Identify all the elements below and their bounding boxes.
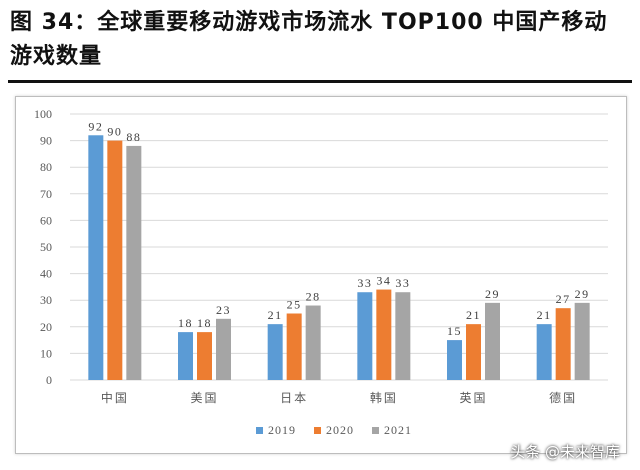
legend-swatch-2020 <box>314 427 321 434</box>
y-tick-label: 100 <box>34 107 52 121</box>
data-label: 29 <box>485 287 500 301</box>
x-tick-label: 日本 <box>280 391 308 405</box>
x-tick-label: 中国 <box>101 390 129 405</box>
bar-2020 <box>107 140 123 380</box>
x-tick-label: 美国 <box>190 391 218 405</box>
bar-2021 <box>305 305 321 380</box>
bar-2020 <box>286 313 302 380</box>
y-axis-ticks: 0 10 20 30 40 50 60 70 80 90 100 <box>34 107 52 387</box>
data-label: 18 <box>178 316 193 330</box>
bar-2020 <box>555 308 571 380</box>
y-tick-label: 20 <box>40 320 52 334</box>
data-label: 92 <box>88 119 103 133</box>
y-tick-label: 0 <box>46 373 52 387</box>
data-label: 21 <box>268 308 283 322</box>
title-divider <box>8 80 632 83</box>
y-tick-label: 10 <box>40 346 52 360</box>
data-label: 88 <box>126 130 141 144</box>
data-label: 15 <box>447 324 462 338</box>
x-tick-label: 韩国 <box>370 390 398 405</box>
data-label: 33 <box>395 276 410 290</box>
legend-swatch-2019 <box>256 427 263 434</box>
data-label: 90 <box>107 125 122 139</box>
chart-frame <box>15 96 627 454</box>
data-labels: 92 90 88 18 18 23 21 25 28 33 34 33 15 21 29 21 27 29 <box>88 119 590 338</box>
bars <box>88 135 590 380</box>
data-label: 28 <box>306 290 321 304</box>
y-tick-label: 50 <box>40 240 52 254</box>
y-tick-label: 90 <box>40 134 52 148</box>
legend-label: 2021 <box>384 423 412 437</box>
bar-2021 <box>395 292 411 380</box>
legend-label: 2019 <box>268 423 296 437</box>
bar-2021 <box>126 145 142 380</box>
data-label: 21 <box>537 308 552 322</box>
y-tick-label: 70 <box>40 187 52 201</box>
bar-2021 <box>574 302 590 380</box>
legend-label: 2020 <box>326 423 354 437</box>
bar-2019 <box>267 324 283 380</box>
figure-title: 图 34：全球重要移动游戏市场流水 TOP100 中国产移动游戏数量 <box>10 10 608 69</box>
bar-2021 <box>485 302 500 380</box>
bar-2019 <box>88 135 104 380</box>
data-label: 34 <box>376 274 391 288</box>
bar-2019 <box>178 332 193 380</box>
bar-2021 <box>216 318 231 380</box>
data-label: 27 <box>556 292 571 306</box>
data-label: 18 <box>197 316 212 330</box>
data-label: 33 <box>357 276 372 290</box>
legend: 2019 2020 2021 <box>256 423 412 437</box>
gridlines <box>70 113 608 381</box>
data-label: 23 <box>216 303 231 317</box>
data-label: 29 <box>575 287 590 301</box>
data-label: 21 <box>466 308 481 322</box>
y-tick-label: 30 <box>40 293 52 307</box>
bar-2020 <box>466 324 481 380</box>
y-tick-label: 80 <box>40 160 52 174</box>
bar-2019 <box>357 292 373 380</box>
x-axis-ticks: 中国 美国 日本 韩国 英国 德国 <box>101 390 577 405</box>
y-tick-label: 60 <box>40 213 52 227</box>
bar-2020 <box>376 289 392 380</box>
bar-2020 <box>197 332 212 380</box>
bar-2019 <box>447 340 462 380</box>
watermark: 头条 @未来智库 <box>510 443 620 461</box>
data-label: 25 <box>287 298 302 312</box>
bar-2019 <box>536 324 552 380</box>
x-tick-label: 英国 <box>459 391 487 405</box>
legend-swatch-2021 <box>372 427 379 434</box>
y-tick-label: 40 <box>40 267 52 281</box>
x-tick-label: 德国 <box>549 390 577 405</box>
